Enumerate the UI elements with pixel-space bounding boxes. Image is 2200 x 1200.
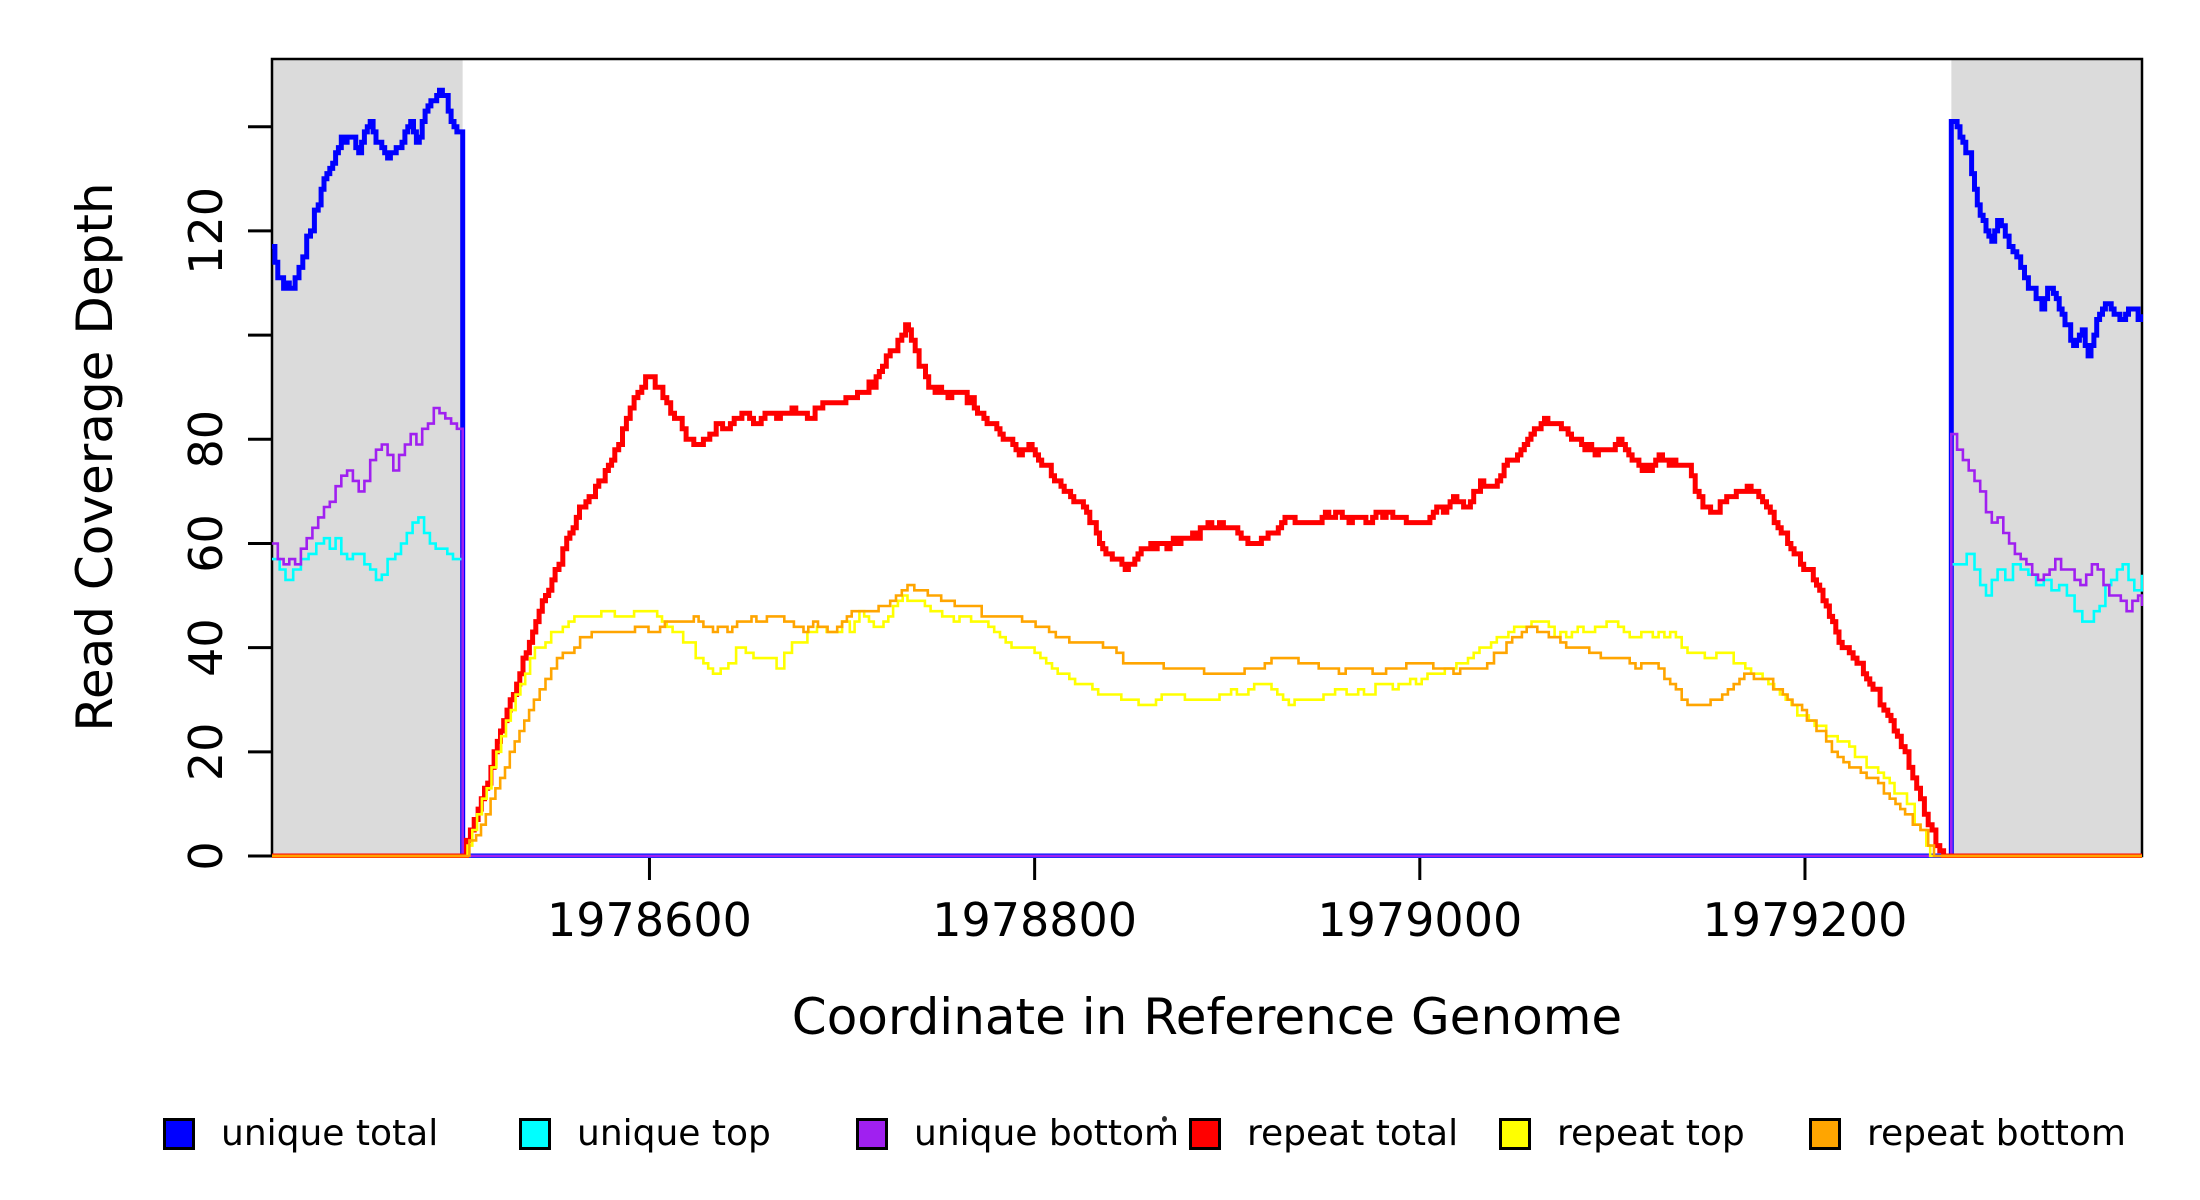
x-tick-label: 1978600	[547, 893, 752, 947]
x-axis-title: Coordinate in Reference Genome	[791, 988, 1623, 1046]
stray-mark-artifact	[1162, 1116, 1167, 1122]
series-path-repeat-total	[272, 322, 2142, 858]
y-tick-label: 120	[179, 187, 233, 275]
series-group	[272, 87, 2143, 858]
y-tick-label: 20	[179, 723, 233, 782]
series-path-unique-total	[272, 87, 2143, 858]
series-path-repeat-bottom	[272, 583, 2142, 858]
x-tick-label: 1979000	[1317, 893, 1522, 947]
series-path-repeat-top	[272, 594, 2142, 858]
y-tick-label: 40	[179, 618, 233, 677]
y-tick-label: 0	[179, 841, 233, 870]
shaded-region-left	[272, 59, 463, 856]
x-tick-label: 1978800	[932, 893, 1137, 947]
x-tick-label: 1979200	[1703, 893, 1908, 947]
y-tick-label: 60	[179, 514, 233, 573]
series-path-unique-top	[272, 516, 2143, 858]
y-tick-label: 80	[179, 410, 233, 469]
y-axis-title: Read Coverage Depth	[66, 182, 124, 732]
plot-box	[270, 57, 2144, 858]
shaded-region-right	[1951, 59, 2142, 856]
